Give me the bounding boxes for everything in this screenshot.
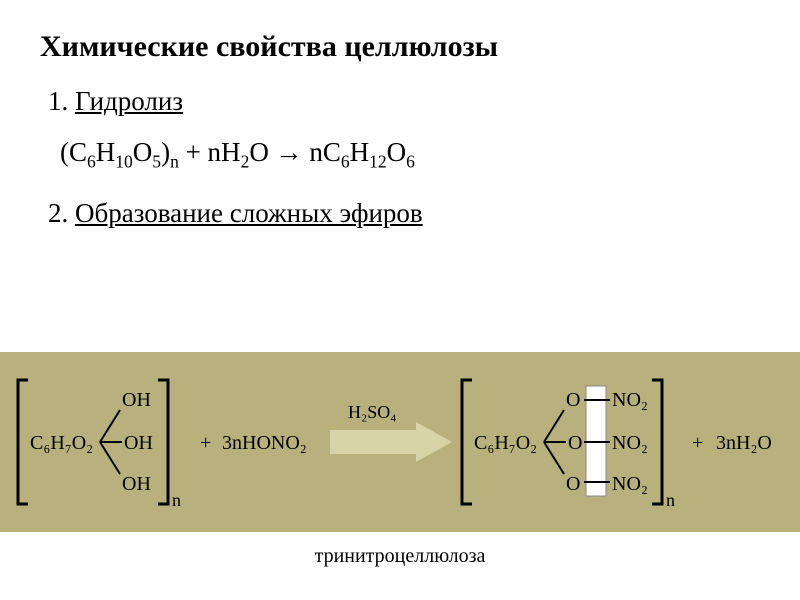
eq-sub: 12 (369, 151, 387, 171)
section-1-num: 1. (48, 86, 68, 116)
svg-text:C₆H₇O₂: C₆H₇O₂ (30, 432, 93, 454)
eq-sub: 2 (241, 151, 250, 171)
eq-sub: 6 (406, 151, 415, 171)
eq-frag: H (96, 137, 116, 167)
eq-frag: ) (161, 137, 170, 167)
svg-text:+: + (692, 432, 703, 454)
eq-frag: H (350, 137, 370, 167)
svg-text:O: O (568, 432, 582, 454)
svg-text:O: O (566, 473, 580, 495)
section-1: 1. Гидролиз (0, 82, 800, 131)
svg-text:O: O (566, 389, 580, 411)
section-2-label: Образование сложных эфиров (75, 198, 423, 228)
svg-text:NO₂: NO₂ (612, 473, 648, 495)
svg-text:3nHONO₂: 3nHONO₂ (222, 432, 307, 454)
eq-sub: n (170, 151, 179, 171)
product-caption: тринитроцеллюлоза (0, 545, 800, 568)
svg-text:+: + (200, 432, 211, 454)
svg-text:NO₂: NO₂ (612, 432, 648, 454)
svg-text:n: n (172, 490, 181, 510)
eq-sub: 6 (341, 151, 350, 171)
section-2: 2. Образование сложных эфиров (0, 194, 800, 243)
svg-text:OH: OH (122, 473, 151, 495)
eq-frag: O → nC (249, 137, 341, 167)
ester-reaction-svg: C₆H₇O₂ OH OH OH n + 3nHONO₂ H₂SO₄ C₆H₇O₂ (0, 352, 800, 532)
eq-frag: (C (60, 137, 87, 167)
svg-text:n: n (666, 490, 675, 510)
eq-frag: O (387, 137, 407, 167)
svg-text:OH: OH (124, 432, 153, 454)
section-1-label: Гидролиз (75, 86, 183, 116)
eq-sub: 10 (115, 151, 133, 171)
hydrolysis-equation: (C6H10O5)n + nH2O → nC6H12O6 (0, 131, 800, 194)
svg-text:C₆H₇O₂: C₆H₇O₂ (474, 432, 537, 454)
eq-sub: 6 (87, 151, 96, 171)
eq-sub: 5 (152, 151, 161, 171)
svg-text:3nH₂O: 3nH₂O (716, 432, 772, 454)
svg-text:NO₂: NO₂ (612, 389, 648, 411)
eq-frag: + nH (179, 137, 241, 167)
eq-frag: O (133, 137, 153, 167)
section-2-num: 2. (48, 198, 68, 228)
ester-reaction-panel: C₆H₇O₂ OH OH OH n + 3nHONO₂ H₂SO₄ C₆H₇O₂ (0, 352, 800, 532)
page-title: Химические свойства целлюлозы (0, 0, 800, 82)
svg-text:OH: OH (122, 389, 151, 411)
svg-text:H₂SO₄: H₂SO₄ (348, 402, 397, 422)
